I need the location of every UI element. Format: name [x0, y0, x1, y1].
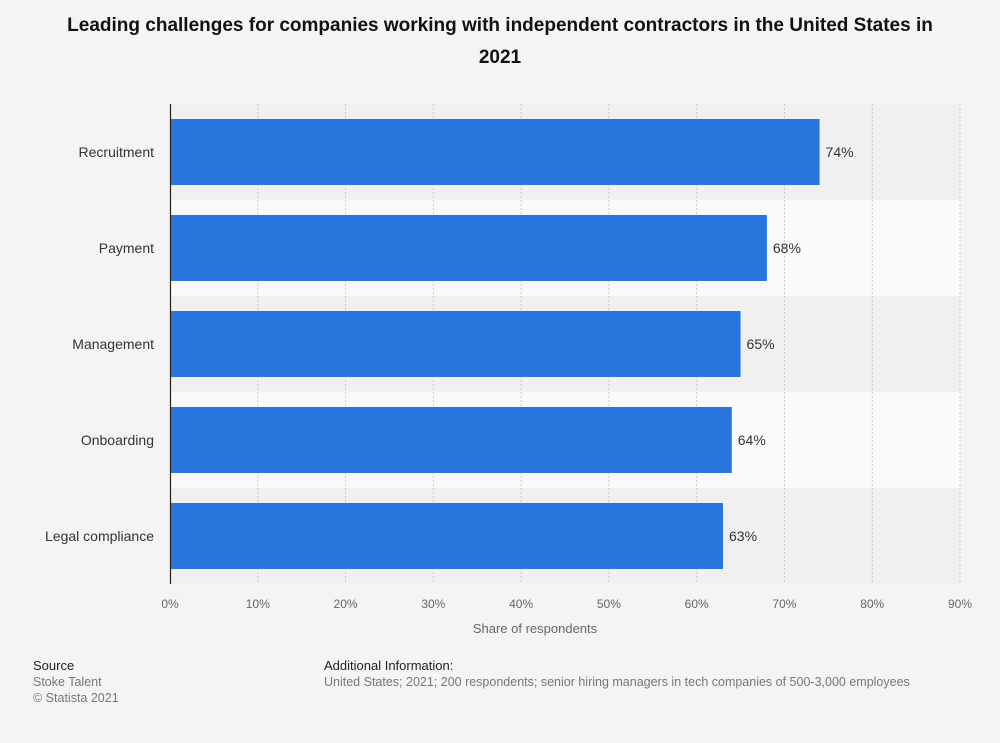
x-tick-label: 40%	[509, 597, 533, 611]
bar-payment	[170, 215, 767, 281]
x-tick-label: 90%	[948, 597, 972, 611]
bar-chart: 74% Recruitment 68% Payment 65% Management 64%…	[45, 104, 972, 636]
value-label: 65%	[747, 336, 775, 352]
bar-legal-compliance	[170, 503, 723, 569]
source-block: Source Stoke Talent © Statista 2021	[33, 658, 119, 706]
info-heading: Additional Information:	[324, 658, 454, 673]
additional-info-block: Additional Information: United States; 2…	[324, 658, 910, 690]
value-label: 74%	[826, 144, 854, 160]
source-name[interactable]: Stoke Talent	[33, 675, 102, 689]
value-label: 68%	[773, 240, 801, 256]
x-tick-label: 60%	[685, 597, 709, 611]
x-tick-label: 80%	[860, 597, 884, 611]
copyright: © Statista 2021	[33, 691, 119, 705]
x-tick-label: 20%	[334, 597, 358, 611]
x-tick-label: 30%	[421, 597, 445, 611]
value-label: 64%	[738, 432, 766, 448]
x-tick-label: 50%	[597, 597, 621, 611]
source-heading: Source	[33, 658, 75, 673]
category-label: Payment	[99, 240, 154, 256]
x-tick-label: 70%	[772, 597, 796, 611]
category-label: Onboarding	[81, 432, 154, 448]
value-label: 63%	[729, 528, 757, 544]
bar-management	[170, 311, 741, 377]
category-label: Management	[72, 336, 154, 352]
x-tick-label: 0%	[161, 597, 179, 611]
x-tick-label: 10%	[246, 597, 270, 611]
bar-onboarding	[170, 407, 732, 473]
bar-recruitment	[170, 119, 820, 185]
x-axis-title: Share of respondents	[473, 621, 598, 636]
info-text: United States; 2021; 200 respondents; se…	[324, 675, 910, 689]
category-label: Recruitment	[79, 144, 155, 160]
chart-title: Leading challenges for companies working…	[67, 15, 933, 68]
category-label: Legal compliance	[45, 528, 154, 544]
